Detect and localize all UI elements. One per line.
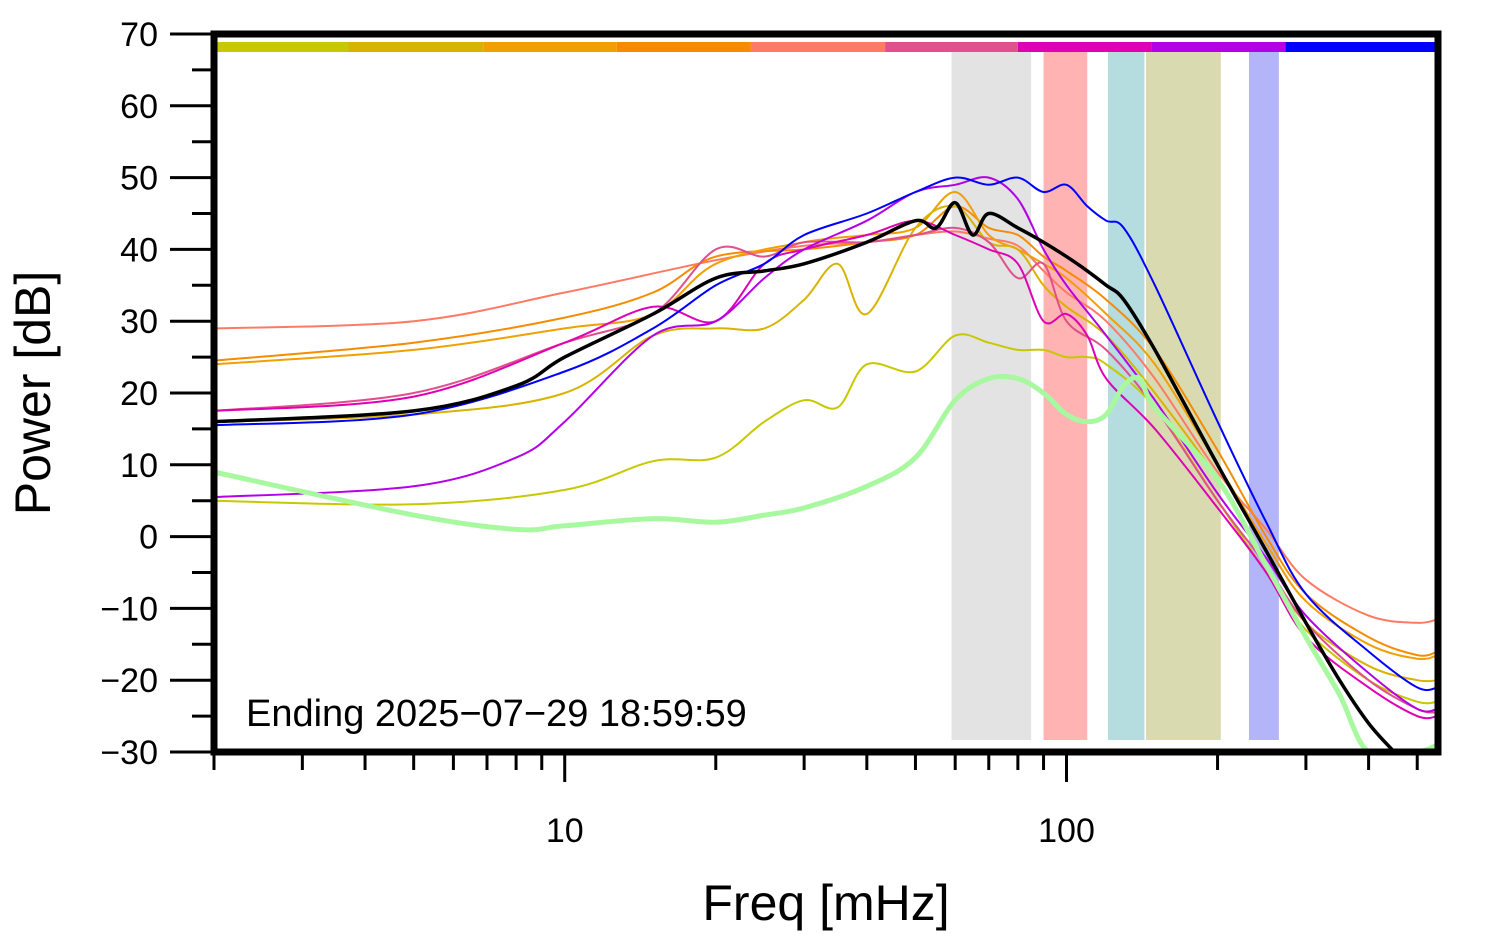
series-line-7	[213, 176, 1439, 713]
spectrum-series	[211, 176, 1441, 755]
y-tick-label: 20	[120, 375, 158, 413]
x-axis-title: Freq [mHz]	[702, 875, 949, 931]
color-bar-segment-4	[750, 42, 886, 52]
y-tick-label: 50	[120, 160, 158, 198]
band-1	[1043, 52, 1088, 740]
y-tick-label: 60	[120, 88, 158, 126]
y-tick-label: 0	[139, 519, 158, 557]
series-line-10	[212, 200, 1397, 754]
y-axis-title: Power [dB]	[5, 271, 61, 516]
series-line-0	[213, 230, 1439, 624]
series-line-8	[213, 176, 1439, 692]
x-tick-label: 10	[546, 812, 584, 850]
band-0	[951, 52, 1032, 740]
x-tick-label: 100	[1038, 812, 1095, 850]
color-bar-segment-3	[616, 42, 751, 52]
y-tick-label: −20	[100, 662, 158, 700]
y-tick-label: 70	[120, 16, 158, 54]
color-bar-segment-1	[348, 42, 484, 52]
band-2	[1108, 52, 1145, 740]
color-bar-segment-7	[1151, 42, 1286, 52]
band-4	[1248, 52, 1279, 740]
y-tick-label: −30	[100, 734, 158, 772]
series-line-6	[213, 219, 1439, 720]
y-tick-label: −10	[100, 590, 158, 628]
color-bar-segment-2	[483, 42, 617, 52]
time-annotation: Ending 2025−07−29 18:59:59	[246, 693, 747, 735]
y-axis: 70 60 50 40 30 20 10 0 −10 −20 −30	[100, 16, 214, 772]
y-tick-label: 40	[120, 231, 158, 269]
frequency-bands	[951, 52, 1279, 740]
series-line-2	[213, 191, 1439, 661]
x-axis: 10 100	[212, 752, 1419, 850]
color-bar-segment-6	[1017, 42, 1152, 52]
series-line-9	[211, 373, 1441, 755]
series-line-1	[213, 205, 1439, 657]
time-color-bar	[214, 42, 1438, 52]
color-bar-segment-8	[1285, 42, 1438, 52]
color-bar-segment-5	[885, 42, 1018, 52]
color-bar-segment-0	[214, 42, 349, 52]
y-tick-label: 10	[120, 447, 158, 485]
y-tick-label: 30	[120, 303, 158, 341]
